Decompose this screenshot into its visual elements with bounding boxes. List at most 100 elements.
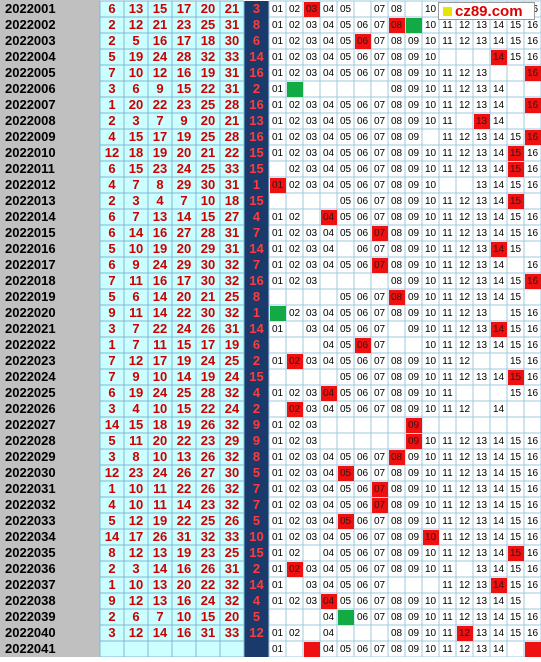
period-label: 2022027 bbox=[5, 417, 56, 432]
grid-number: 06 bbox=[357, 292, 369, 303]
grid-number: 16 bbox=[527, 500, 539, 511]
blue-ball-value: 7 bbox=[253, 497, 260, 512]
period-label: 2022032 bbox=[5, 497, 56, 512]
red-ball-value: 31 bbox=[225, 17, 239, 32]
blue-hit-number: 10 bbox=[425, 532, 437, 543]
grid-number: 07 bbox=[374, 468, 386, 479]
grid-number: 05 bbox=[340, 484, 352, 495]
grid-number: 05 bbox=[340, 68, 352, 79]
grid-number: 08 bbox=[391, 468, 403, 479]
blue-ball-value: 6 bbox=[253, 33, 260, 48]
blue-hit-number: 14 bbox=[493, 580, 505, 591]
grid-number: 14 bbox=[493, 100, 505, 111]
grid-number: 15 bbox=[510, 612, 522, 623]
blue-ball-value: 15 bbox=[249, 369, 263, 384]
blue-hit-number: 06 bbox=[357, 36, 369, 47]
grid-number: 03 bbox=[306, 484, 318, 495]
blue-hit-number: 02 bbox=[289, 356, 301, 367]
red-ball-value: 33 bbox=[225, 49, 239, 64]
grid-number: 11 bbox=[442, 628, 453, 639]
grid-number: 06 bbox=[357, 228, 369, 239]
red-ball-value: 24 bbox=[177, 321, 192, 336]
blue-ball-value: 15 bbox=[249, 545, 263, 560]
blue-hit-mark bbox=[355, 338, 371, 353]
red-ball-value: 21 bbox=[201, 145, 215, 160]
grid-number: 04 bbox=[323, 580, 335, 591]
blue-ball-value: 12 bbox=[249, 625, 263, 640]
red-ball-value: 14 bbox=[177, 497, 192, 512]
grid-number: 10 bbox=[425, 644, 437, 655]
period-label: 2022022 bbox=[5, 337, 56, 352]
grid-number: 06 bbox=[357, 516, 369, 527]
grid-number: 05 bbox=[340, 388, 352, 399]
red-ball-value: 21 bbox=[201, 289, 215, 304]
grid-number: 05 bbox=[340, 36, 352, 47]
blue-ball-value: 15 bbox=[249, 193, 263, 208]
grid-number: 04 bbox=[323, 612, 335, 623]
period-label: 2022009 bbox=[5, 129, 56, 144]
red-ball-value: 3 bbox=[108, 625, 115, 640]
red-ball-value: 4 bbox=[156, 193, 164, 208]
blue-ball-value: 4 bbox=[253, 593, 261, 608]
grid-number: 09 bbox=[408, 116, 420, 127]
period-label: 2022017 bbox=[5, 257, 56, 272]
blue-hit-mark bbox=[525, 130, 541, 145]
grid-number: 12 bbox=[459, 36, 471, 47]
grid-number: 08 bbox=[391, 276, 403, 287]
grid-number: 09 bbox=[408, 388, 420, 399]
grid-number: 02 bbox=[289, 116, 301, 127]
grid-number: 13 bbox=[476, 36, 488, 47]
red-ball-value: 31 bbox=[201, 625, 215, 640]
red-ball-value: 17 bbox=[153, 353, 167, 368]
red-ball-value: 15 bbox=[129, 161, 143, 176]
grid-number: 02 bbox=[289, 532, 301, 543]
grid-number: 08 bbox=[391, 564, 403, 575]
red-ball-value: 32 bbox=[201, 529, 215, 544]
grid-number: 05 bbox=[340, 404, 352, 415]
red-ball-value: 1 bbox=[108, 577, 115, 592]
grid-number: 07 bbox=[374, 564, 386, 575]
red-ball-value: 6 bbox=[108, 225, 115, 240]
blue-hit-number: 16 bbox=[527, 276, 539, 287]
blue-hit-number: 16 bbox=[527, 132, 539, 143]
grid-number: 13 bbox=[476, 644, 488, 655]
red-ball-value: 14 bbox=[153, 561, 168, 576]
blue-hit-mark bbox=[508, 546, 524, 561]
grid-number: 10 bbox=[425, 436, 437, 447]
red-ball-value: 25 bbox=[201, 129, 215, 144]
grid-number: 05 bbox=[340, 148, 352, 159]
red-ball-value: 10 bbox=[129, 497, 143, 512]
red-ball-value: 12 bbox=[129, 353, 143, 368]
red-ball-value: 8 bbox=[132, 449, 139, 464]
red-ball-value: 7 bbox=[156, 609, 163, 624]
red-ball-value: 10 bbox=[201, 193, 215, 208]
grid-number: 12 bbox=[459, 68, 471, 79]
blue-hit-number: 15 bbox=[510, 196, 522, 207]
red-ball-value: 6 bbox=[108, 1, 115, 16]
grid-number: 12 bbox=[459, 372, 471, 383]
grid-number: 13 bbox=[476, 548, 488, 559]
blue-hit-mark bbox=[406, 418, 422, 433]
grid-number: 08 bbox=[391, 100, 403, 111]
red-ball-value: 6 bbox=[108, 385, 115, 400]
grid-number: 03 bbox=[306, 468, 318, 479]
blue-hit-number: 04 bbox=[323, 388, 335, 399]
blue-ball-value: 10 bbox=[249, 529, 263, 544]
grid-number: 07 bbox=[374, 644, 386, 655]
red-ball-value: 24 bbox=[153, 257, 168, 272]
red-ball-value: 19 bbox=[177, 545, 191, 560]
grid-number: 09 bbox=[408, 100, 420, 111]
red-ball-value: 14 bbox=[129, 225, 144, 240]
blue-hit-mark bbox=[508, 194, 524, 209]
grid-number: 11 bbox=[442, 500, 453, 511]
grid-number: 09 bbox=[408, 324, 420, 335]
red-ball-value: 22 bbox=[177, 305, 191, 320]
red-ball-value: 30 bbox=[201, 273, 215, 288]
red-ball-value: 20 bbox=[201, 113, 215, 128]
red-ball-value: 10 bbox=[129, 65, 143, 80]
grid-number: 04 bbox=[323, 356, 335, 367]
grid-number: 05 bbox=[340, 644, 352, 655]
grid-number: 10 bbox=[425, 564, 437, 575]
grid-number: 08 bbox=[391, 244, 403, 255]
red-ball-value: 15 bbox=[129, 129, 143, 144]
